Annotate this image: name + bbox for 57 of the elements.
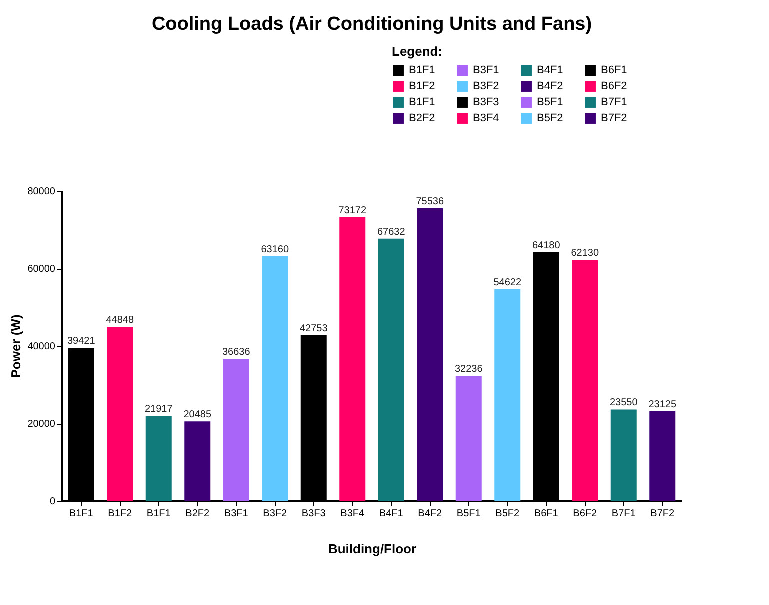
x-tick-label: B7F2 xyxy=(650,508,676,520)
x-tick-label: B1F2 xyxy=(108,508,133,520)
data-label: 20485 xyxy=(184,410,212,421)
legend-label: B1F2 xyxy=(409,80,436,92)
x-tick-label: B6F1 xyxy=(534,508,559,520)
legend-label: B1F1 xyxy=(409,96,436,108)
y-tick-label: 0 xyxy=(50,496,56,508)
x-tick-label: B3F1 xyxy=(224,508,249,520)
x-tick-label: B1F1 xyxy=(69,508,94,520)
legend-label: B5F1 xyxy=(537,96,564,108)
y-tick-label: 60000 xyxy=(28,264,56,275)
data-label: 67632 xyxy=(377,226,406,238)
data-label: 42753 xyxy=(300,323,328,334)
data-label: 63160 xyxy=(261,244,290,256)
legend-label: B7F1 xyxy=(601,96,628,108)
data-label: 44848 xyxy=(106,315,134,326)
x-tick-label: B4F2 xyxy=(418,508,443,520)
data-label: 54622 xyxy=(494,277,522,288)
data-label: 62130 xyxy=(571,248,600,260)
x-tick-label: B3F4 xyxy=(340,508,366,520)
x-tick-label: B1F1 xyxy=(146,508,172,520)
x-tick-label: B3F3 xyxy=(302,508,326,520)
data-label: 32236 xyxy=(454,364,484,376)
x-tick-label: B6F2 xyxy=(573,508,598,520)
legend-title: Legend: xyxy=(392,44,443,59)
legend-label: B4F2 xyxy=(537,80,564,92)
x-tick-label: B4F1 xyxy=(379,508,404,520)
legend-label: B3F4 xyxy=(473,112,500,124)
legend-label: B3F1 xyxy=(473,64,500,77)
chart-title: Cooling Loads (Air Conditioning Units and Fans) xyxy=(152,14,592,35)
y-tick-label: 80000 xyxy=(28,186,56,198)
data-label: 75536 xyxy=(416,196,444,208)
legend-label: B5F2 xyxy=(537,112,564,124)
y-tick-label: 20000 xyxy=(28,419,56,430)
data-label: 21917 xyxy=(144,404,174,416)
data-label: 64180 xyxy=(532,240,561,252)
legend-label: B1F1 xyxy=(409,64,436,77)
x-axis-title: Building/Floor xyxy=(328,542,417,556)
legend-label: B6F2 xyxy=(601,80,628,92)
data-label: 23125 xyxy=(648,399,677,410)
legend-label: B2F2 xyxy=(409,112,436,124)
y-tick-label: 40000 xyxy=(28,342,56,352)
y-axis-title: Power (W) xyxy=(8,314,24,378)
legend-label: B3F2 xyxy=(473,80,500,92)
x-tick-label: B5F1 xyxy=(456,508,482,520)
x-tick-label: B2F2 xyxy=(186,508,210,520)
data-label: 73172 xyxy=(338,205,367,216)
x-tick-label: B3F2 xyxy=(263,508,288,520)
legend-label: B6F1 xyxy=(601,64,628,77)
x-tick-label: B5F2 xyxy=(496,508,520,520)
data-label: 23550 xyxy=(610,398,638,409)
legend-label: B4F1 xyxy=(537,64,564,77)
legend-label: B7F2 xyxy=(601,112,628,124)
data-label: 36636 xyxy=(222,347,251,358)
legend-label: B3F3 xyxy=(473,96,500,108)
x-tick-label: B7F1 xyxy=(612,508,636,520)
data-label: 39421 xyxy=(67,336,96,348)
